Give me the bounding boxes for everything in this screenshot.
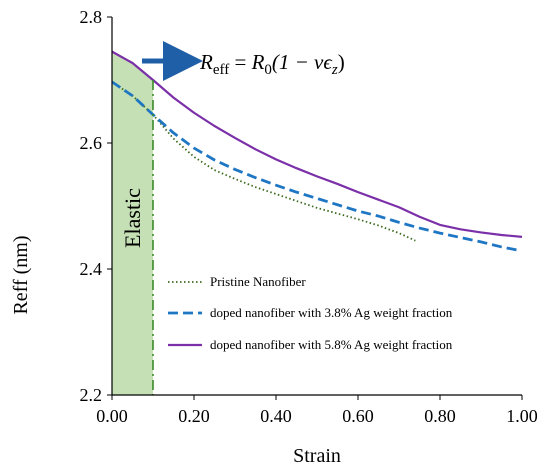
series-layer — [111, 50, 523, 252]
eq-rhs-base: R — [251, 50, 265, 74]
y-tick-label: 2.6 — [80, 133, 103, 153]
elastic-region — [112, 51, 153, 396]
equation-annotation: Reff = R0(1 − νϵz) — [142, 41, 345, 81]
series-line-pristine — [111, 81, 416, 242]
eq-rhs-sub: 0 — [264, 62, 272, 78]
legend-label-doped38: doped nanofiber with 3.8% Ag weight frac… — [210, 305, 453, 320]
eq-rhs-end: ) — [338, 50, 345, 74]
legend: Pristine Nanofiber doped nanofiber with … — [168, 274, 453, 352]
series-line-doped38 — [111, 80, 519, 252]
legend-label-pristine: Pristine Nanofiber — [210, 274, 306, 289]
y-tick-label: 2.8 — [80, 7, 103, 27]
x-tick-label: 0.60 — [342, 406, 374, 426]
equation-text: Reff = R0(1 − νϵz) — [199, 50, 345, 78]
series-line-doped58 — [111, 50, 523, 238]
eq-mid: = — [229, 50, 251, 74]
eq-rhs-tail: (1 − νϵ — [272, 50, 333, 74]
y-ticks: 2.2 2.4 2.6 2.8 — [80, 7, 112, 405]
y-axis-label: Reff (nm) — [10, 235, 32, 314]
x-tick-label: 0.40 — [260, 406, 292, 426]
x-tick-label: 0.00 — [96, 406, 128, 426]
x-tick-label: 0.80 — [424, 406, 456, 426]
x-tick-label: 0.20 — [178, 406, 210, 426]
eq-lhs-sub: eff — [213, 62, 229, 78]
x-tick-label: 1.00 — [506, 406, 538, 426]
legend-label-doped58: doped nanofiber with 5.8% Ag weight frac… — [210, 337, 453, 352]
elastic-annotation: Elastic — [120, 188, 145, 248]
eq-rhs-sub2: z — [331, 62, 338, 78]
y-tick-label: 2.4 — [80, 259, 103, 279]
x-axis-label: Strain — [293, 445, 341, 467]
eq-lhs-base: R — [199, 50, 213, 74]
y-tick-label: 2.2 — [80, 385, 103, 405]
x-ticks: 0.00 0.20 0.40 0.60 0.80 1.00 — [96, 395, 538, 426]
